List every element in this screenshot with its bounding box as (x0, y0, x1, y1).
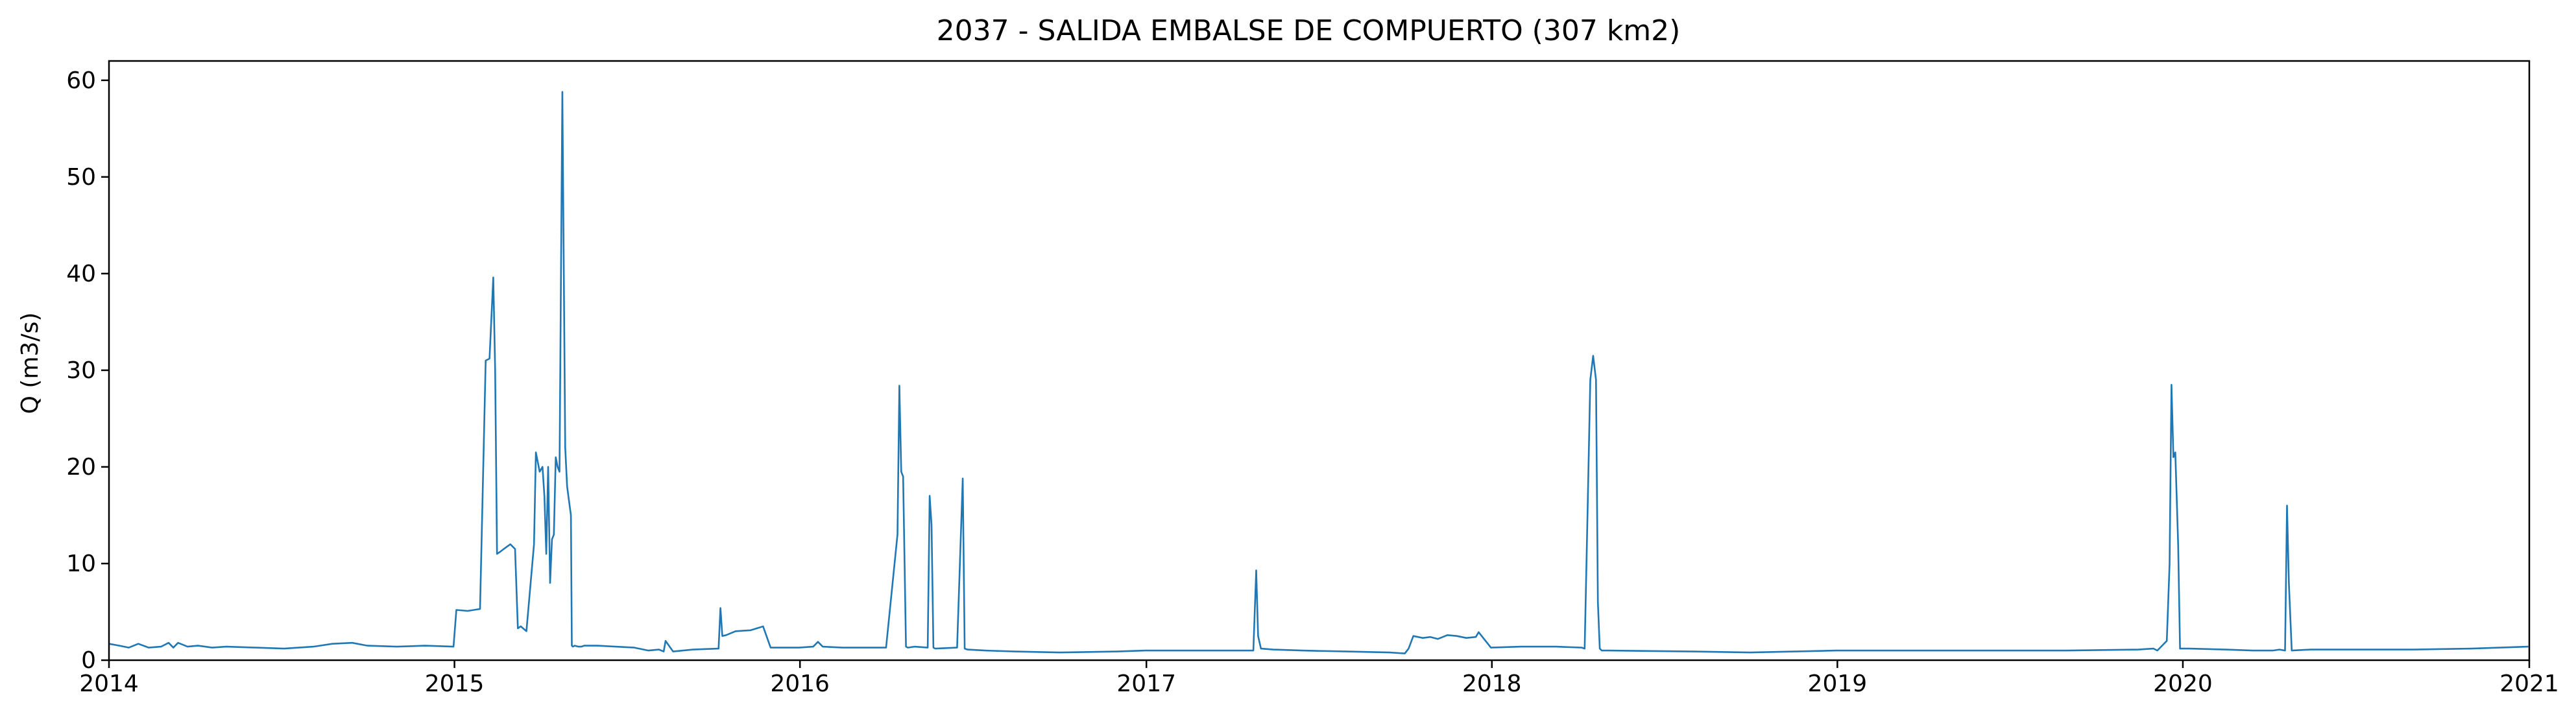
chart-title: 2037 - SALIDA EMBALSE DE COMPUERTO (307 … (937, 14, 1681, 47)
y-tick-label: 10 (66, 551, 96, 577)
x-tick-label: 2019 (1808, 671, 1868, 697)
y-tick-label: 60 (66, 67, 96, 94)
y-tick-label: 40 (66, 261, 96, 287)
y-tick-label: 50 (66, 164, 96, 191)
y-tick-label: 0 (81, 647, 96, 674)
x-tick-label: 2018 (1462, 671, 1522, 697)
x-tick-label: 2015 (425, 671, 485, 697)
x-tick-label: 2014 (79, 671, 139, 697)
series-line-0 (108, 91, 2529, 654)
x-tick-label: 2017 (1116, 671, 1176, 697)
plot-frame (108, 60, 2531, 661)
y-axis-label: Q (m3/s) (17, 313, 43, 414)
x-tick-label: 2021 (2499, 671, 2559, 697)
x-tick-label: 2020 (2153, 671, 2213, 697)
y-tick-label: 20 (66, 454, 96, 481)
y-tick-label: 30 (66, 357, 96, 384)
x-tick-label: 2016 (770, 671, 830, 697)
